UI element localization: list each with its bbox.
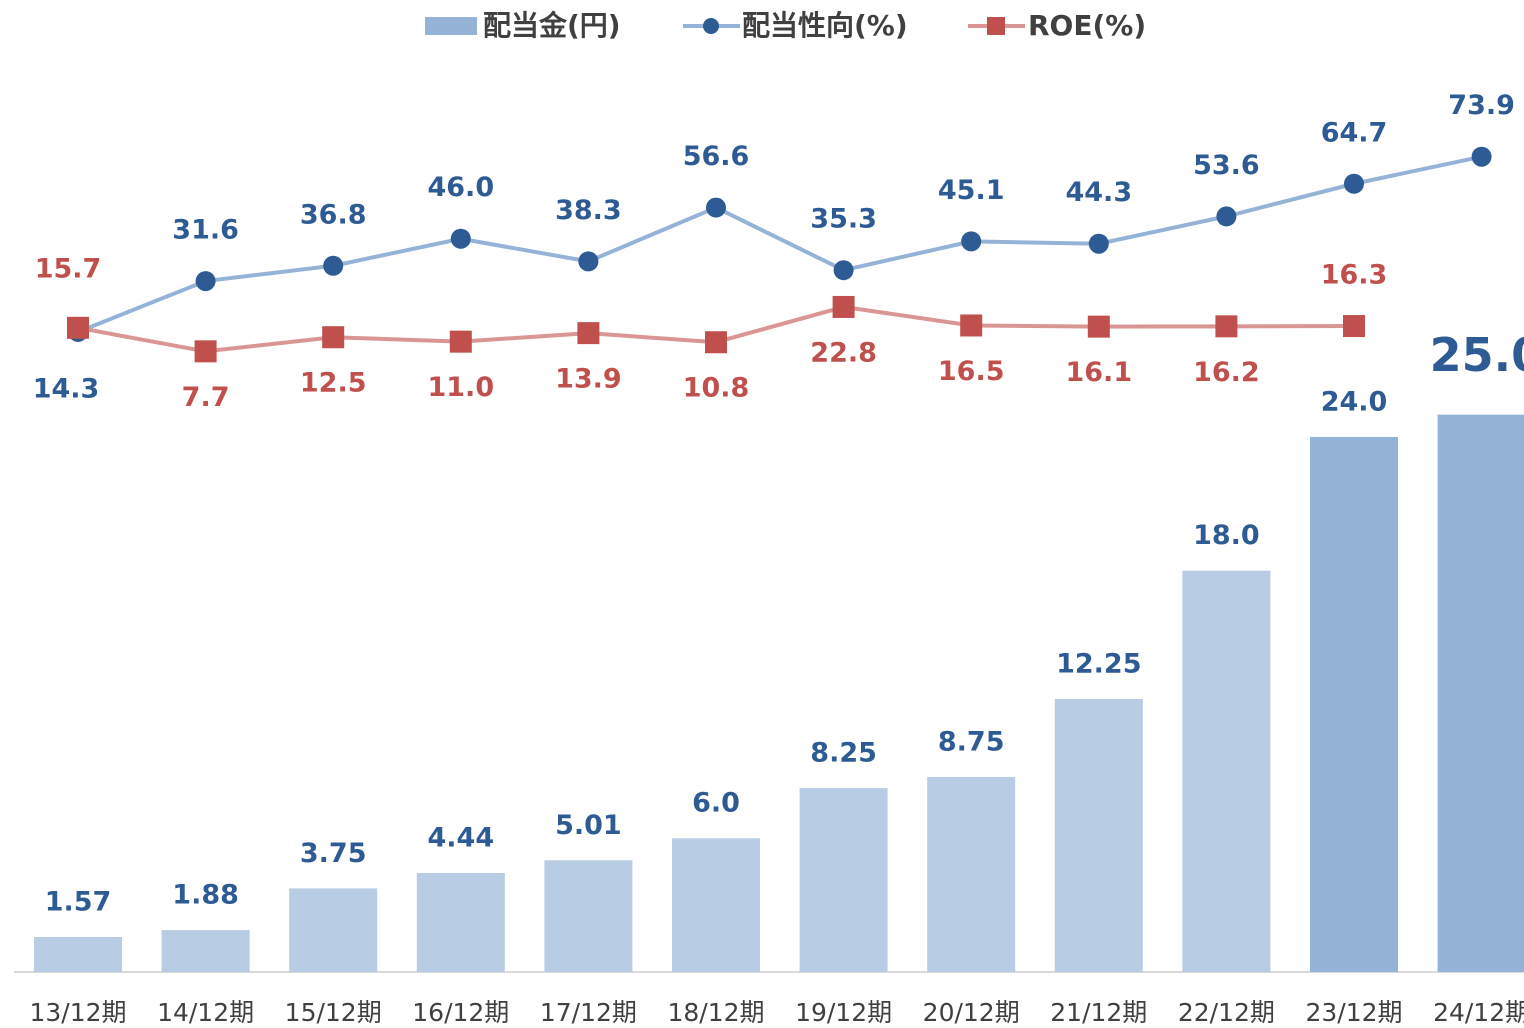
x-tick-label: 19/12期 (795, 998, 892, 1027)
value-label: 16.5 (938, 356, 1005, 387)
bar (1437, 414, 1524, 973)
legend-marker (987, 17, 1005, 35)
marker (578, 251, 599, 272)
bar-value-label: 18.0 (1193, 520, 1260, 551)
bar (1054, 698, 1143, 972)
marker (960, 314, 983, 337)
bar-value-label: 8.75 (938, 726, 1005, 757)
marker (449, 330, 472, 353)
marker (67, 316, 89, 339)
value-label: 38.3 (555, 195, 622, 226)
x-tick-label: 20/12期 (923, 998, 1020, 1027)
marker (450, 228, 471, 249)
marker (195, 271, 216, 292)
bar (927, 776, 1016, 972)
marker (1215, 315, 1238, 338)
value-label: 14.3 (33, 373, 100, 404)
x-tick-label: 21/12期 (1050, 998, 1147, 1027)
value-label: 10.8 (683, 373, 750, 404)
marker (961, 231, 982, 252)
value-label: 7.7 (182, 382, 230, 413)
bar-value-label: 6.0 (692, 788, 740, 819)
x-tick-label: 17/12期 (540, 998, 637, 1027)
value-label: 31.6 (172, 215, 239, 246)
value-label: 22.8 (810, 337, 877, 368)
value-label: 35.3 (810, 204, 877, 235)
bar (1182, 570, 1271, 972)
x-tick-label: 18/12期 (667, 998, 764, 1027)
marker (706, 197, 726, 218)
legend-label: 配当金(円) (483, 9, 621, 42)
bar-value-label: 8.25 (810, 738, 877, 769)
bar (416, 873, 505, 972)
bar (161, 930, 250, 972)
legend-swatch (425, 17, 477, 35)
bar-value-label: 24.0 (1321, 386, 1388, 417)
x-tick-label: 14/12期 (157, 998, 254, 1027)
marker (705, 331, 727, 354)
bar-value-label: 4.44 (427, 823, 494, 854)
marker (194, 340, 217, 363)
value-label: 73.9 (1448, 90, 1515, 121)
x-tick-label: 24/12期 (1433, 998, 1524, 1027)
legend-marker (703, 18, 719, 34)
marker (1088, 233, 1109, 254)
bar-value-label: 25.0 (1430, 328, 1524, 382)
line (77, 154, 1483, 334)
bar-value-label: 1.57 (45, 886, 112, 917)
value-label: 46.0 (427, 172, 494, 203)
x-tick-label: 13/12期 (29, 998, 126, 1027)
marker (577, 322, 600, 345)
marker (1344, 173, 1364, 194)
value-label: 15.7 (35, 253, 102, 284)
bar (544, 860, 633, 972)
marker (1343, 315, 1365, 338)
legend-label: ROE(%) (1028, 9, 1146, 42)
x-tick-label: 22/12期 (1178, 998, 1275, 1027)
marker (322, 326, 345, 349)
x-tick-label: 15/12期 (285, 998, 382, 1027)
value-label: 16.1 (1065, 357, 1132, 388)
value-label: 36.8 (300, 199, 367, 230)
value-label: 16.3 (1321, 260, 1388, 291)
bar-value-label: 12.25 (1056, 648, 1141, 679)
marker (833, 260, 854, 281)
marker (1087, 315, 1110, 338)
bar (289, 888, 378, 972)
bar (34, 936, 122, 972)
marker (832, 295, 855, 318)
bar-value-label: 1.88 (172, 880, 239, 911)
marker (323, 255, 344, 276)
marker (1216, 206, 1237, 227)
bar-value-label: 3.75 (300, 838, 367, 869)
value-label: 56.6 (683, 141, 750, 172)
bar (1310, 436, 1398, 973)
value-label: 12.5 (300, 368, 367, 399)
value-label: 45.1 (938, 175, 1005, 206)
value-label: 64.7 (1321, 117, 1388, 148)
bar (799, 788, 888, 972)
value-label: 44.3 (1065, 177, 1132, 208)
value-label: 13.9 (555, 364, 622, 395)
legend-label: 配当性向(%) (742, 9, 908, 42)
value-label: 16.2 (1193, 357, 1260, 388)
bar (672, 838, 760, 972)
bar-value-label: 5.01 (555, 810, 622, 841)
marker (1471, 146, 1492, 167)
value-label: 53.6 (1193, 150, 1260, 181)
value-label: 11.0 (427, 372, 494, 403)
x-tick-label: 23/12期 (1305, 998, 1402, 1027)
x-tick-label: 16/12期 (412, 998, 509, 1027)
